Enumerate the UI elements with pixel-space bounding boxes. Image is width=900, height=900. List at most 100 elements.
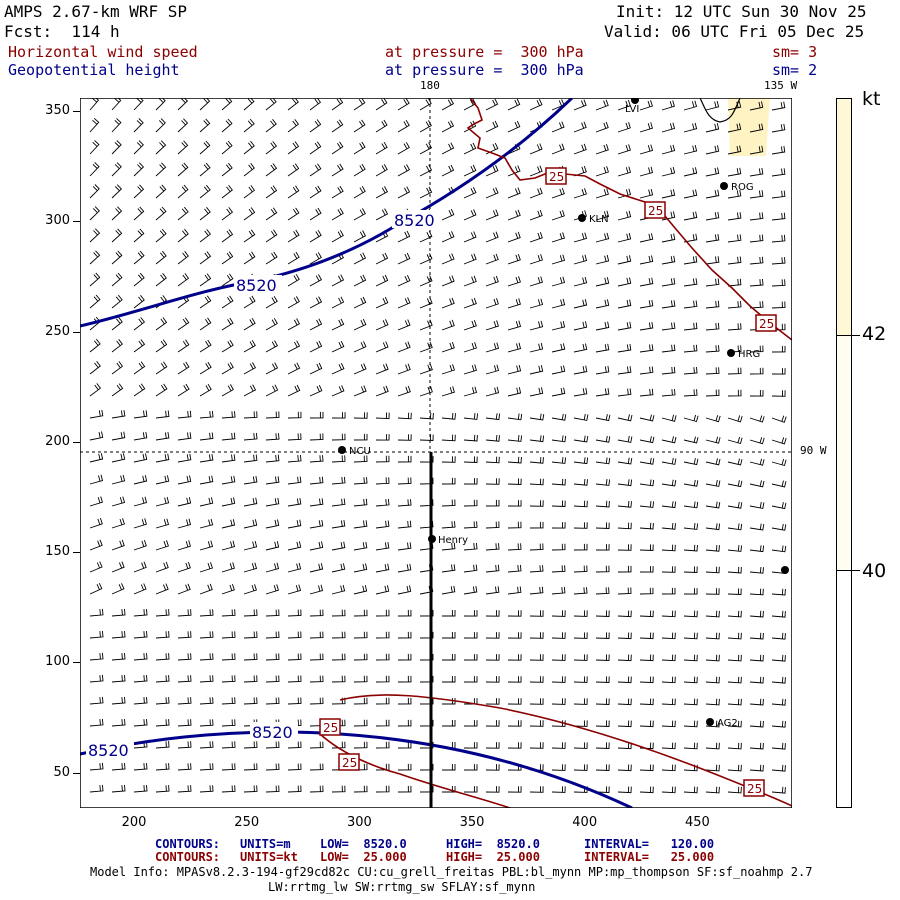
- contour-label-25-b: 25: [644, 201, 666, 219]
- wind-barb: [243, 163, 255, 177]
- wind-barb: [595, 565, 610, 573]
- contour-label-25-a: 25: [545, 167, 567, 185]
- wind-barb: [133, 763, 148, 771]
- wind-barb: [551, 210, 565, 221]
- wind-barb: [353, 318, 367, 331]
- wind-barb: [661, 698, 676, 706]
- wind-barb: [89, 718, 104, 727]
- wind-barb: [463, 209, 477, 221]
- wind-barb: [551, 365, 566, 375]
- wind-barb: [727, 588, 742, 595]
- wind-barb: [287, 584, 302, 595]
- station-ag2[interactable]: AG2: [706, 718, 738, 729]
- wind-barb: [749, 654, 764, 662]
- wind-barb: [529, 543, 544, 551]
- wind-barb: [243, 454, 258, 463]
- wind-barb: [507, 632, 522, 639]
- wind-barb: [331, 498, 346, 507]
- wind-barb: [309, 362, 323, 375]
- map-plot[interactable]: 8520 8520 8520 8520 25 25 25 25 25 25 LV…: [80, 98, 792, 808]
- wind-barb: [89, 140, 100, 155]
- wind-barb: [287, 119, 300, 133]
- wind-barb: [375, 164, 388, 177]
- wind-barb: [111, 696, 126, 705]
- wind-barb: [551, 522, 566, 529]
- wind-barb: [463, 478, 478, 485]
- wind-barb: [661, 632, 676, 640]
- wind-barb: [639, 166, 654, 177]
- wind-barb: [441, 386, 455, 397]
- x-tick-label: 300: [346, 815, 372, 830]
- wind-barb: [133, 697, 148, 705]
- station-ncu[interactable]: NCU: [338, 446, 371, 457]
- station-lvi[interactable]: LVI: [625, 98, 639, 115]
- wind-barb: [375, 763, 390, 771]
- station-henry[interactable]: Henry: [428, 535, 468, 546]
- wind-barb: [617, 479, 633, 487]
- svg-text:LVI: LVI: [625, 104, 639, 115]
- wind-barb: [419, 363, 433, 375]
- wind-barb: [749, 190, 764, 199]
- contour-label-8520-upper: 8520: [392, 210, 440, 230]
- wind-barb: [221, 454, 236, 463]
- wind-barb: [89, 184, 100, 199]
- wind-barb: [375, 252, 389, 265]
- wind-barb: [353, 385, 367, 397]
- wind-barb: [749, 742, 764, 750]
- wind-barb: [639, 100, 653, 111]
- wind-barb: [573, 232, 588, 243]
- wind-barb: [683, 566, 698, 573]
- wind-barb: [639, 344, 654, 353]
- wind-barb: [595, 365, 610, 375]
- wind-barb: [463, 142, 477, 155]
- wind-barb: [529, 698, 544, 705]
- wind-barb: [595, 210, 610, 221]
- wind-barb: [705, 544, 720, 552]
- wind-barb: [661, 211, 676, 221]
- wind-barb: [199, 317, 212, 331]
- wind-barb: [397, 434, 412, 441]
- wind-barb: [111, 339, 123, 353]
- wind-barb: [507, 742, 522, 749]
- wind-barb: [617, 676, 632, 684]
- wind-barb: [705, 123, 720, 133]
- station-hrg[interactable]: HRG: [727, 349, 760, 360]
- wind-barb: [529, 742, 544, 749]
- wind-barb: [155, 206, 167, 221]
- wind-barb: [639, 676, 654, 684]
- wind-barb: [551, 632, 566, 639]
- wind-barb: [89, 583, 103, 595]
- wind-barb: [727, 480, 743, 488]
- wind-barb: [529, 276, 543, 287]
- wind-barb: [683, 189, 698, 199]
- contour-label-8520-left: 8520: [86, 740, 134, 760]
- wind-barb: [111, 162, 122, 177]
- wind-barb: [265, 411, 280, 419]
- wind-barb: [265, 631, 280, 639]
- wind-barb: [551, 698, 566, 705]
- wind-barb: [155, 250, 167, 265]
- station-rog[interactable]: ROG: [720, 182, 754, 193]
- wind-barb: [353, 697, 368, 705]
- station-kln[interactable]: KLN: [578, 214, 609, 225]
- wind-barb: [463, 632, 478, 639]
- lon-label-135w: 135 W: [764, 79, 798, 92]
- wind-barb: [265, 519, 280, 529]
- wind-barb: [397, 563, 412, 573]
- wind-barb: [155, 273, 167, 287]
- wind-barb: [463, 610, 478, 617]
- wind-barb: [309, 763, 324, 771]
- wind-barb: [89, 630, 104, 639]
- wind-barb: [749, 415, 765, 423]
- wind-barb: [705, 566, 720, 574]
- station-edge[interactable]: [781, 566, 789, 574]
- wind-barb: [89, 539, 103, 551]
- height-contour-upper: [80, 98, 574, 328]
- wind-barb: [89, 383, 102, 397]
- wind-barb: [551, 565, 566, 573]
- wind-barb: [573, 276, 588, 287]
- wind-barb: [221, 653, 236, 661]
- wind-barb: [287, 697, 302, 705]
- wind-barb: [221, 497, 236, 507]
- wind-barb: [287, 675, 302, 683]
